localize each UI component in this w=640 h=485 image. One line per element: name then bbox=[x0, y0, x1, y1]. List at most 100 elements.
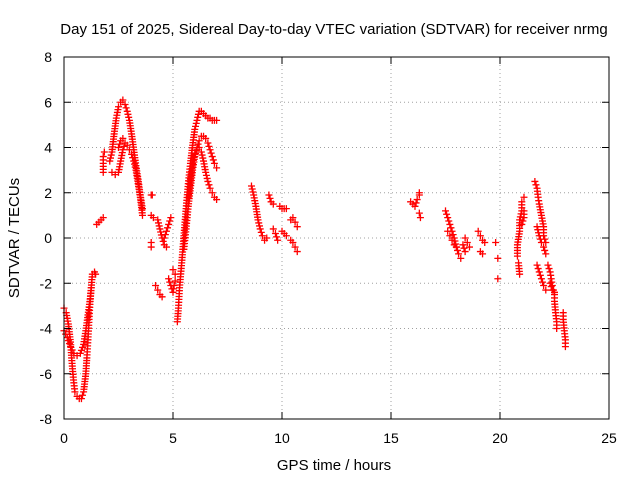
data-point bbox=[516, 270, 524, 278]
data-point bbox=[449, 231, 457, 239]
data-point bbox=[159, 237, 167, 245]
data-point bbox=[171, 277, 179, 285]
data-point bbox=[63, 334, 71, 342]
data-point bbox=[293, 223, 301, 231]
data-point bbox=[265, 191, 273, 199]
data-point bbox=[289, 239, 297, 247]
data-point bbox=[130, 160, 138, 168]
data-point bbox=[537, 275, 545, 283]
data-point bbox=[206, 146, 214, 154]
data-point bbox=[545, 265, 553, 273]
data-point bbox=[123, 141, 131, 149]
data-point bbox=[452, 243, 460, 251]
data-point bbox=[154, 219, 162, 227]
data-point bbox=[192, 150, 200, 158]
data-point bbox=[129, 154, 137, 162]
data-point bbox=[494, 254, 502, 262]
data-point bbox=[536, 271, 544, 279]
data-point bbox=[169, 266, 177, 274]
data-point bbox=[195, 144, 203, 151]
data-point bbox=[416, 214, 424, 222]
data-point bbox=[122, 104, 130, 112]
data-point bbox=[131, 163, 139, 171]
data-point bbox=[492, 239, 500, 247]
data-point bbox=[125, 146, 133, 154]
data-point bbox=[99, 153, 107, 161]
data-point bbox=[256, 225, 264, 233]
data-point bbox=[192, 119, 200, 127]
data-point bbox=[160, 234, 168, 242]
x-tick-label: 0 bbox=[60, 430, 68, 446]
data-point bbox=[209, 156, 217, 164]
data-point bbox=[455, 250, 463, 258]
data-point bbox=[161, 231, 169, 239]
data-point bbox=[167, 214, 175, 222]
y-tick-label: 6 bbox=[44, 94, 52, 110]
data-point bbox=[166, 217, 174, 225]
data-point bbox=[125, 113, 133, 121]
data-point bbox=[202, 168, 210, 176]
data-point bbox=[544, 261, 552, 269]
data-point bbox=[289, 214, 297, 222]
data-point bbox=[271, 229, 279, 237]
data-point bbox=[166, 278, 174, 286]
data-point bbox=[147, 243, 155, 251]
data-point bbox=[273, 233, 281, 241]
data-point bbox=[533, 261, 541, 269]
data-point bbox=[67, 343, 75, 351]
data-point bbox=[107, 154, 115, 162]
data-point bbox=[518, 220, 526, 228]
data-point bbox=[116, 140, 124, 148]
data-point bbox=[115, 103, 122, 111]
x-tick-label: 5 bbox=[169, 430, 177, 446]
data-point bbox=[194, 113, 202, 121]
data-point bbox=[197, 148, 205, 156]
data-point bbox=[99, 214, 107, 222]
data-point bbox=[415, 189, 423, 197]
y-tick-label: 4 bbox=[44, 140, 52, 156]
data-point bbox=[540, 243, 548, 251]
x-tick-label: 15 bbox=[383, 430, 399, 446]
data-point bbox=[516, 213, 524, 221]
data-point bbox=[547, 283, 555, 291]
x-axis-label: GPS time / hours bbox=[277, 457, 391, 474]
data-point bbox=[536, 235, 544, 243]
data-point bbox=[446, 220, 454, 228]
data-point bbox=[64, 337, 72, 345]
data-point bbox=[254, 216, 262, 224]
data-point bbox=[269, 200, 277, 208]
data-point bbox=[520, 193, 528, 201]
data-point bbox=[535, 229, 543, 237]
data-point bbox=[208, 189, 216, 197]
data-point bbox=[203, 174, 211, 182]
data-point bbox=[249, 188, 257, 196]
y-tick-label: 2 bbox=[44, 185, 52, 201]
data-point bbox=[518, 198, 526, 206]
data-point bbox=[123, 107, 131, 115]
data-point bbox=[119, 96, 127, 104]
data-point bbox=[149, 214, 157, 222]
data-point bbox=[213, 116, 221, 124]
y-axis-label: SDTVAR / TECUs bbox=[6, 178, 23, 298]
data-point bbox=[130, 157, 138, 165]
data-point bbox=[156, 225, 164, 233]
data-point bbox=[158, 293, 166, 301]
y-tick-label: -6 bbox=[40, 366, 53, 382]
data-point bbox=[444, 214, 452, 222]
y-tick-label: 8 bbox=[44, 49, 52, 65]
data-point bbox=[207, 149, 215, 157]
data-point bbox=[115, 144, 122, 151]
data-point bbox=[413, 196, 421, 204]
data-point bbox=[124, 110, 132, 118]
data-point bbox=[255, 219, 263, 227]
data-point bbox=[165, 275, 173, 283]
data-point bbox=[481, 239, 489, 247]
data-point bbox=[100, 148, 108, 156]
y-tick-label: -2 bbox=[40, 275, 53, 291]
data-point bbox=[206, 184, 214, 192]
data-point bbox=[532, 181, 540, 189]
data-point bbox=[190, 153, 198, 161]
data-point bbox=[535, 268, 543, 276]
x-tick-label: 25 bbox=[601, 430, 617, 446]
